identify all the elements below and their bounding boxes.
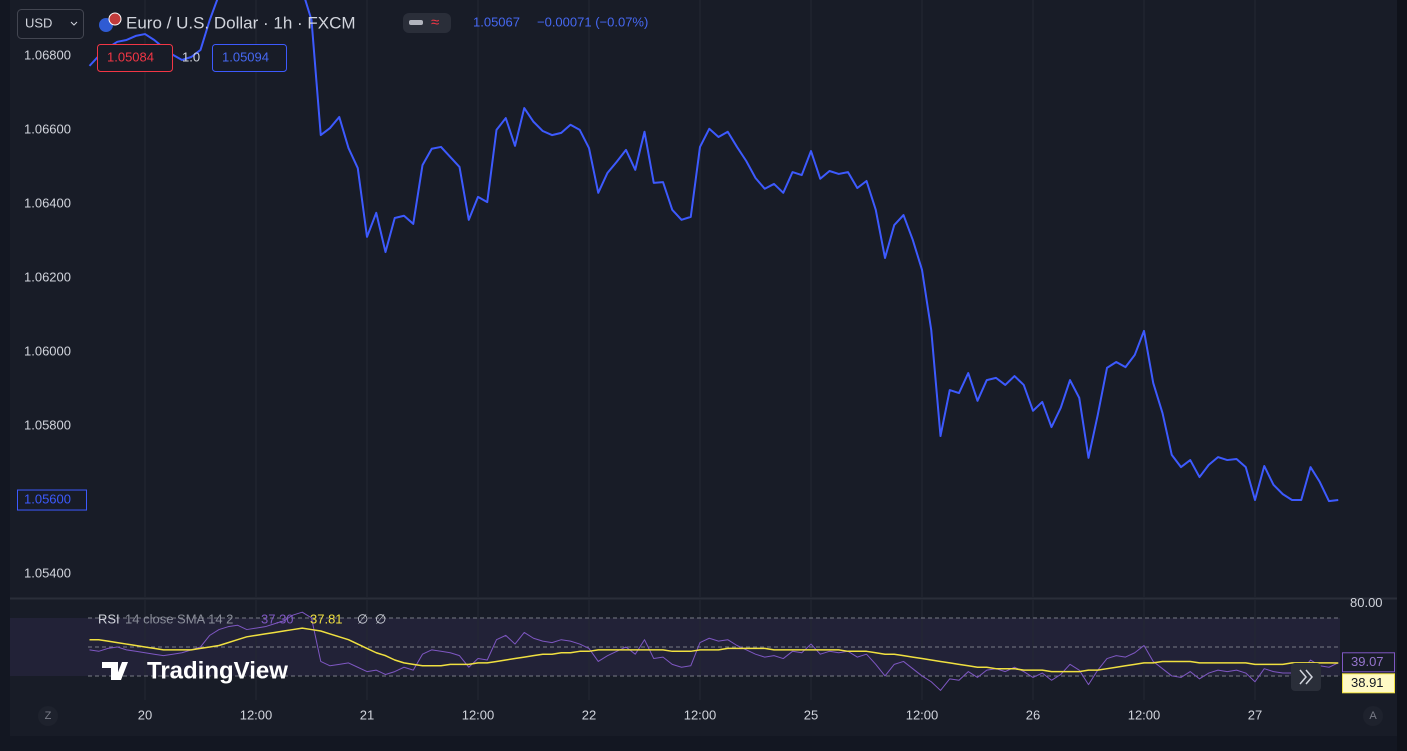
currency-dropdown[interactable] xyxy=(17,9,84,39)
x-tick-label: 26 xyxy=(1026,707,1040,722)
rsi-line xyxy=(89,611,1339,691)
zoom-button[interactable] xyxy=(38,706,58,726)
rsi-params: 14 close SMA 14 2 xyxy=(125,611,233,626)
rsi-value: 37.30 xyxy=(261,611,294,626)
price-line xyxy=(88,0,1339,503)
last-price: 1.05067 xyxy=(473,14,520,29)
x-tick-label: 12:00 xyxy=(1128,707,1161,722)
status-icon: ≈ xyxy=(431,14,439,31)
x-tick-label: 12:00 xyxy=(684,707,717,722)
rsi-last-box xyxy=(1342,652,1395,673)
ask: 1.05094 xyxy=(222,49,269,64)
x-tick-label: 21 xyxy=(360,707,374,722)
left-edge xyxy=(0,0,10,751)
x-tick-label: 12:00 xyxy=(240,707,273,722)
x-tick-label: 12:00 xyxy=(906,707,939,722)
y-tick-label: 1.05400 xyxy=(24,565,71,580)
legend-icon[interactable]: ∅ xyxy=(357,611,368,626)
sma-last-box xyxy=(1342,673,1395,694)
y-tick-label: 1.06600 xyxy=(24,121,71,136)
bid-box[interactable] xyxy=(97,44,173,72)
watermark: TradingView xyxy=(147,657,288,684)
auto-label: A xyxy=(1369,710,1377,722)
x-tick-label: 25 xyxy=(804,707,818,722)
status-icon xyxy=(409,20,423,25)
x-tick-label: 22 xyxy=(582,707,596,722)
sma-line xyxy=(89,627,1339,673)
logo-mark xyxy=(102,662,128,680)
sma-last-label: 38.91 xyxy=(1351,675,1384,690)
y-tick-label: 1.06000 xyxy=(24,343,71,358)
status-pill xyxy=(403,13,451,33)
auto-button[interactable] xyxy=(1363,706,1383,726)
bid: 1.05084 xyxy=(107,49,154,64)
ask-box[interactable] xyxy=(212,44,287,72)
y2-tick-label: 80.00 xyxy=(1350,595,1383,610)
last-price-box xyxy=(17,489,87,511)
last-price-label: 1.05600 xyxy=(24,491,71,506)
x-tick-label: 12:00 xyxy=(462,707,495,722)
zoom-label: Z xyxy=(45,710,52,722)
right-edge xyxy=(1397,0,1407,751)
x-tick-label: 20 xyxy=(138,707,152,722)
x-tick-label: 27 xyxy=(1248,707,1262,722)
y-tick-label: 1.05800 xyxy=(24,417,71,432)
bottom-bar xyxy=(0,736,1397,751)
currency: USD xyxy=(25,15,52,30)
scroll-icon xyxy=(1299,669,1313,685)
legend-icon[interactable]: ∅ xyxy=(375,611,386,626)
symbol: Euro / U.S. Dollar · 1h · FXCM xyxy=(126,13,356,32)
sma-value: 37.81 xyxy=(310,611,343,626)
flag-us xyxy=(108,12,122,26)
y-tick-label: 1.06200 xyxy=(24,269,71,284)
chevron xyxy=(70,21,78,26)
rsi-title: RSI xyxy=(98,611,120,626)
y-tick-label: 1.06400 xyxy=(24,195,71,210)
spread: 1.0 xyxy=(182,49,200,64)
y-tick-label: 1.06800 xyxy=(24,47,71,62)
price-change: −0.00071 (−0.07%) xyxy=(537,14,648,29)
rsi-last-label: 39.07 xyxy=(1351,654,1384,669)
